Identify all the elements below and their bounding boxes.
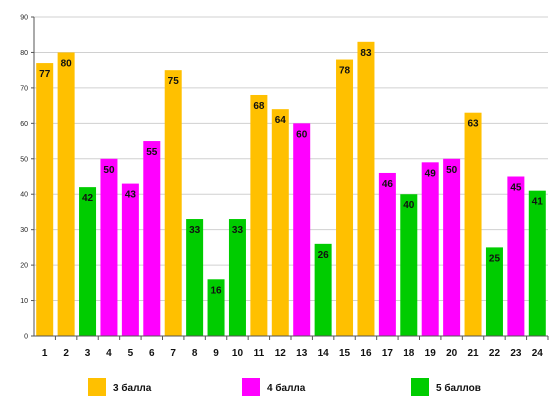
- y-axis-ticks: 0 10 20 30 40 50 60 70 80 90: [20, 15, 34, 341]
- bar: [314, 243, 332, 336]
- legend-swatch: [411, 378, 429, 396]
- y-tick-label: 0: [24, 334, 28, 341]
- x-tick-label: 7: [170, 348, 176, 359]
- x-tick-label: 9: [213, 348, 219, 359]
- bar: [121, 183, 139, 336]
- data-label: 49: [425, 168, 437, 179]
- bar: [79, 187, 97, 336]
- bar: [186, 219, 204, 336]
- x-tick-label: 6: [149, 348, 155, 359]
- data-label: 78: [339, 66, 351, 77]
- x-tick-label: 15: [339, 348, 351, 359]
- data-label: 46: [382, 179, 394, 190]
- data-label: 60: [296, 129, 308, 140]
- data-label: 80: [61, 58, 73, 69]
- x-tick-label: 22: [489, 348, 501, 359]
- axes: [33, 17, 548, 337]
- bar: [507, 176, 525, 336]
- legend-label: 3 балла: [113, 382, 152, 394]
- data-label: 50: [103, 165, 115, 176]
- legend-swatch: [88, 378, 106, 396]
- bar: [228, 219, 246, 336]
- bars: [36, 41, 546, 337]
- x-tick-label: 23: [510, 348, 522, 359]
- y-tick-label: 80: [20, 50, 28, 57]
- bar: [336, 59, 354, 337]
- x-tick-label: 8: [192, 348, 198, 359]
- data-label: 26: [318, 250, 330, 261]
- data-label: 75: [168, 76, 180, 87]
- x-tick-label: 21: [467, 348, 479, 359]
- y-tick-label: 10: [20, 298, 28, 305]
- x-tick-label: 3: [85, 348, 91, 359]
- data-label: 25: [489, 253, 501, 264]
- data-label: 45: [510, 183, 522, 194]
- bar: [271, 109, 289, 337]
- data-label: 33: [189, 225, 201, 236]
- data-label: 42: [82, 193, 94, 204]
- x-tick-label: 10: [232, 348, 244, 359]
- data-label: 50: [446, 165, 458, 176]
- bar: [485, 247, 503, 336]
- legend-label: 4 балла: [267, 382, 306, 394]
- x-tick-label: 5: [128, 348, 134, 359]
- data-label: 33: [232, 225, 244, 236]
- x-tick-label: 11: [254, 348, 265, 359]
- bar: [421, 162, 439, 336]
- data-label: 63: [467, 119, 479, 130]
- x-tick-label: 24: [532, 348, 544, 359]
- bar: [378, 172, 396, 336]
- x-tick-label: 20: [446, 348, 458, 359]
- data-label: 64: [275, 115, 287, 126]
- bar: [400, 194, 418, 336]
- bar: [357, 41, 375, 337]
- data-label: 55: [146, 147, 158, 158]
- gridlines: [34, 16, 548, 302]
- x-tick-label: 1: [42, 348, 48, 359]
- bar: [143, 141, 161, 336]
- bar: [57, 52, 75, 336]
- data-label: 40: [403, 200, 415, 211]
- y-tick-label: 70: [20, 85, 28, 92]
- x-tick-label: 13: [296, 348, 308, 359]
- legend-swatch: [242, 378, 260, 396]
- legend-label: 5 баллов: [436, 382, 481, 394]
- x-tick-label: 4: [106, 348, 112, 359]
- y-tick-label: 40: [20, 192, 28, 199]
- x-tick-label: 12: [275, 348, 287, 359]
- bar: [528, 190, 546, 336]
- bar: [250, 94, 268, 336]
- bar: [36, 63, 54, 336]
- legend: 3 балла 4 балла 5 баллов: [88, 378, 481, 396]
- bar: [443, 158, 461, 336]
- y-tick-label: 90: [20, 15, 28, 22]
- x-tick-label: 16: [360, 348, 372, 359]
- bar: [207, 279, 225, 336]
- data-label: 41: [532, 197, 544, 208]
- data-label: 68: [253, 101, 265, 112]
- x-tick-label: 2: [63, 348, 69, 359]
- data-label: 16: [210, 285, 222, 296]
- bar: [100, 158, 118, 336]
- y-tick-label: 20: [20, 263, 28, 270]
- x-tick-label: 14: [318, 348, 330, 359]
- x-axis-ticks: 1 2 3 4 5 6 7 8 9 10 11 12 13 14 15 16 17 18 19 20 21 22 23 24: [42, 336, 549, 359]
- data-label: 83: [360, 48, 372, 59]
- bar: [164, 70, 182, 337]
- bar: [464, 112, 482, 336]
- x-tick-label: 18: [403, 348, 415, 359]
- y-tick-label: 60: [20, 121, 28, 128]
- data-label: 77: [39, 69, 51, 80]
- y-tick-label: 30: [20, 227, 28, 234]
- data-label: 43: [125, 190, 137, 201]
- data-labels: 77 80 42 50 43 55 75 33 16 33 68 64 60 26 78 83 46 40 49 50…: [39, 48, 543, 296]
- x-tick-label: 17: [382, 348, 394, 359]
- bar: [293, 123, 311, 336]
- y-tick-label: 50: [20, 156, 28, 163]
- x-tick-label: 19: [425, 348, 437, 359]
